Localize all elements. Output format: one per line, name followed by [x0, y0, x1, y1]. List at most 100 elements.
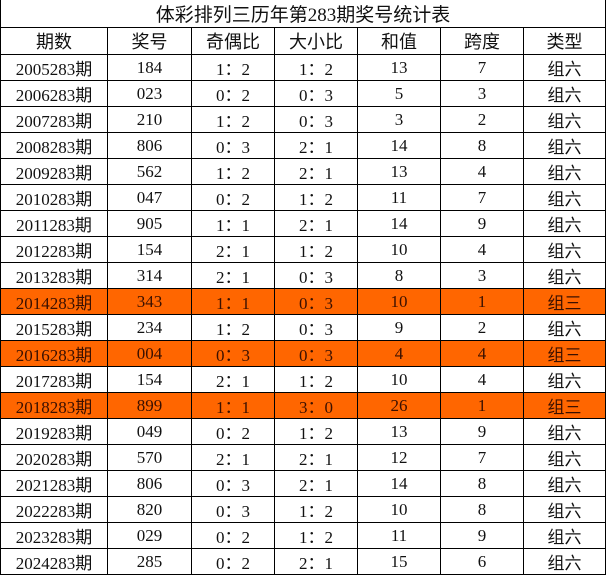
- type-cell: 组六: [522, 548, 606, 575]
- period-cell: 2019283期: [0, 418, 108, 445]
- period-cell: 2022283期: [0, 496, 108, 523]
- span-cell: 9: [440, 522, 524, 549]
- odd-even-cell: 2：1: [191, 236, 275, 263]
- table-row: 2017283期 154 2：1 1：2 10 4 组六: [0, 366, 606, 393]
- number-cell: 004: [107, 340, 192, 367]
- sum-cell: 26: [357, 392, 441, 419]
- table-row: 2018283期 899 1：1 3：0 26 1 组三: [0, 392, 606, 419]
- number-cell: 184: [107, 54, 192, 81]
- period-cell: 2005283期: [0, 54, 108, 81]
- table-row: 2016283期 004 0：3 0：3 4 4 组三: [0, 340, 606, 367]
- sum-cell: 11: [357, 184, 441, 211]
- type-cell: 组六: [522, 184, 606, 211]
- number-cell: 154: [107, 236, 192, 263]
- odd-even-cell: 1：2: [191, 106, 275, 133]
- number-cell: 023: [107, 80, 192, 107]
- span-cell: 6: [440, 548, 524, 575]
- odd-even-cell: 0：2: [191, 548, 275, 575]
- sum-cell: 13: [357, 54, 441, 81]
- type-cell: 组六: [522, 132, 606, 159]
- type-cell: 组三: [522, 340, 606, 367]
- table-row: 2019283期 049 0：2 1：2 13 9 组六: [0, 418, 606, 445]
- table-row: 2013283期 314 2：1 0：3 8 3 组六: [0, 262, 606, 289]
- number-cell: 285: [107, 548, 192, 575]
- big-small-cell: 2：1: [274, 132, 358, 159]
- span-cell: 3: [440, 262, 524, 289]
- big-small-cell: 0：3: [274, 262, 358, 289]
- odd-even-cell: 1：2: [191, 158, 275, 185]
- big-small-cell: 3：0: [274, 392, 358, 419]
- number-cell: 899: [107, 392, 192, 419]
- table-title: 体彩排列三历年第283期奖号统计表: [0, 0, 606, 28]
- table-row: 2009283期 562 1：2 2：1 13 4 组六: [0, 158, 606, 185]
- number-cell: 806: [107, 132, 192, 159]
- span-cell: 2: [440, 314, 524, 341]
- odd-even-cell: 0：3: [191, 340, 275, 367]
- table-row: 2010283期 047 0：2 1：2 11 7 组六: [0, 184, 606, 211]
- sum-cell: 4: [357, 340, 441, 367]
- table-row: 2023283期 029 0：2 1：2 11 9 组六: [0, 522, 606, 549]
- number-cell: 806: [107, 470, 192, 497]
- odd-even-cell: 2：1: [191, 366, 275, 393]
- odd-even-cell: 1：1: [191, 392, 275, 419]
- odd-even-cell: 1：1: [191, 288, 275, 315]
- period-cell: 2009283期: [0, 158, 108, 185]
- sum-cell: 12: [357, 444, 441, 471]
- span-cell: 7: [440, 184, 524, 211]
- period-cell: 2008283期: [0, 132, 108, 159]
- big-small-cell: 0：3: [274, 288, 358, 315]
- sum-cell: 14: [357, 210, 441, 237]
- table-row: 2014283期 343 1：1 0：3 10 1 组三: [0, 288, 606, 315]
- number-cell: 570: [107, 444, 192, 471]
- big-small-cell: 1：2: [274, 496, 358, 523]
- number-cell: 314: [107, 262, 192, 289]
- big-small-cell: 1：2: [274, 522, 358, 549]
- big-small-cell: 0：3: [274, 314, 358, 341]
- big-small-cell: 1：2: [274, 236, 358, 263]
- span-cell: 9: [440, 210, 524, 237]
- sum-cell: 10: [357, 366, 441, 393]
- odd-even-cell: 0：3: [191, 496, 275, 523]
- span-cell: 7: [440, 54, 524, 81]
- number-cell: 210: [107, 106, 192, 133]
- header-big-small: 大小比: [274, 27, 358, 55]
- type-cell: 组六: [522, 470, 606, 497]
- odd-even-cell: 1：2: [191, 54, 275, 81]
- sum-cell: 10: [357, 288, 441, 315]
- header-number: 奖号: [107, 27, 192, 55]
- span-cell: 9: [440, 418, 524, 445]
- big-small-cell: 0：3: [274, 80, 358, 107]
- span-cell: 8: [440, 132, 524, 159]
- odd-even-cell: 0：3: [191, 470, 275, 497]
- type-cell: 组三: [522, 288, 606, 315]
- header-type: 类型: [522, 27, 606, 55]
- type-cell: 组六: [522, 262, 606, 289]
- number-cell: 820: [107, 496, 192, 523]
- span-cell: 1: [440, 288, 524, 315]
- span-cell: 3: [440, 80, 524, 107]
- big-small-cell: 1：2: [274, 418, 358, 445]
- period-cell: 2018283期: [0, 392, 108, 419]
- span-cell: 8: [440, 496, 524, 523]
- table-row: 2011283期 905 1：1 2：1 14 9 组六: [0, 210, 606, 237]
- odd-even-cell: 2：1: [191, 444, 275, 471]
- period-cell: 2006283期: [0, 80, 108, 107]
- period-cell: 2017283期: [0, 366, 108, 393]
- span-cell: 2: [440, 106, 524, 133]
- odd-even-cell: 0：3: [191, 132, 275, 159]
- period-cell: 2013283期: [0, 262, 108, 289]
- table-row: 2012283期 154 2：1 1：2 10 4 组六: [0, 236, 606, 263]
- big-small-cell: 2：1: [274, 548, 358, 575]
- sum-cell: 14: [357, 470, 441, 497]
- type-cell: 组三: [522, 392, 606, 419]
- period-cell: 2024283期: [0, 548, 108, 575]
- period-cell: 2016283期: [0, 340, 108, 367]
- table-row: 2008283期 806 0：3 2：1 14 8 组六: [0, 132, 606, 159]
- type-cell: 组六: [522, 80, 606, 107]
- number-cell: 234: [107, 314, 192, 341]
- number-cell: 047: [107, 184, 192, 211]
- period-cell: 2012283期: [0, 236, 108, 263]
- period-cell: 2023283期: [0, 522, 108, 549]
- sum-cell: 9: [357, 314, 441, 341]
